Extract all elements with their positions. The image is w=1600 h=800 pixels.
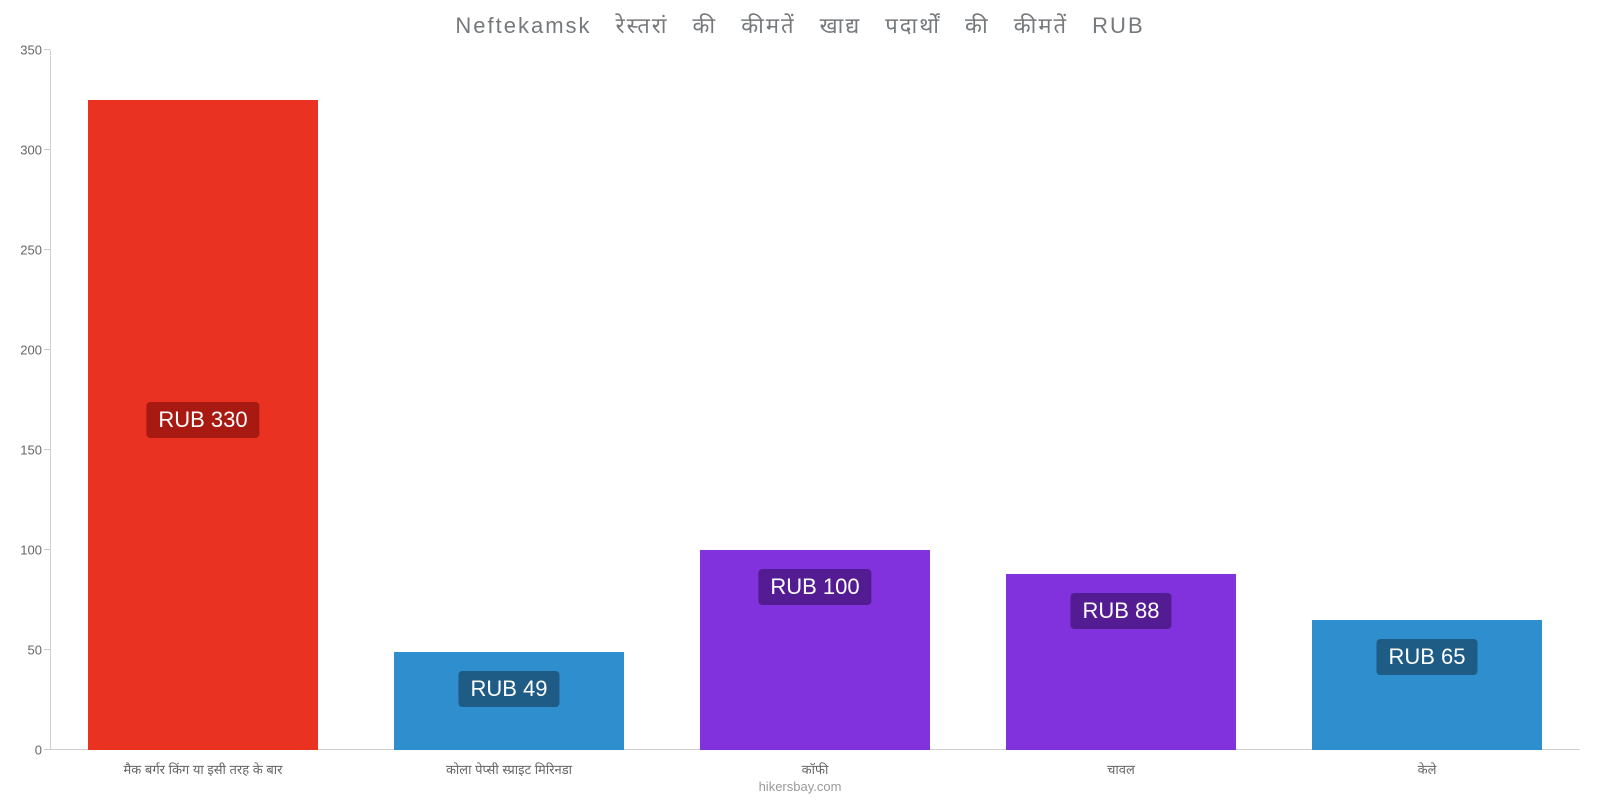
y-tick-label: 350 [20,43,50,58]
y-tick-label: 0 [35,743,50,758]
y-tick-label: 100 [20,543,50,558]
y-tick-label: 150 [20,443,50,458]
value-badge: RUB 100 [758,569,871,605]
y-tick-label: 250 [20,243,50,258]
y-tick-label: 50 [28,643,50,658]
value-badge: RUB 88 [1070,593,1171,629]
x-category-label: केले [1418,750,1437,778]
value-badge: RUB 330 [146,402,259,438]
value-badge: RUB 49 [458,671,559,707]
x-category-label: कोला पेप्सी स्प्राइट मिरिनडा [446,750,572,778]
y-tick-label: 200 [20,343,50,358]
bar: RUB 65 [1312,620,1542,750]
chart-title: Neftekamsk रेस्तरां की कीमतें खाद्य पदार… [0,0,1600,40]
bar: RUB 88 [1006,574,1236,750]
y-tick-label: 300 [20,143,50,158]
value-badge: RUB 65 [1376,639,1477,675]
price-bar-chart: Neftekamsk रेस्तरां की कीमतें खाद्य पदार… [0,0,1600,800]
x-category-label: चावल [1107,750,1135,778]
bar: RUB 100 [700,550,930,750]
credit-text: hikersbay.com [0,779,1600,794]
x-category-label: कॉफी [802,750,829,778]
bar: RUB 330 [88,100,318,750]
y-axis [50,50,51,750]
x-category-label: मैक बर्गर किंग या इसी तरह के बार [124,750,283,778]
bar: RUB 49 [394,652,624,750]
plot-area: 050100150200250300350RUB 330मैक बर्गर कि… [50,50,1580,750]
